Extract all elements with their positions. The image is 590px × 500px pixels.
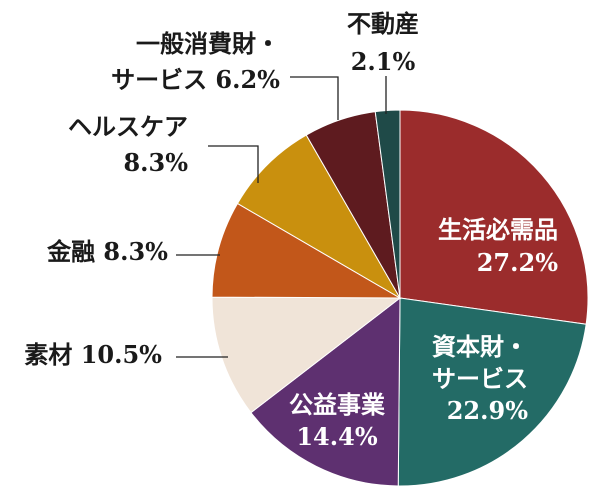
slice-label-line: 資本財・	[432, 332, 528, 361]
leader-line-6	[208, 145, 259, 183]
slice-label-line: 8.3%	[123, 148, 188, 177]
slice-label-3: 公益事業 14.4%	[289, 390, 385, 451]
slice-label-line: サービス	[432, 364, 528, 393]
slice-label-4: 素材 10.5%	[24, 340, 162, 369]
slice-label-line: ヘルスケア	[68, 112, 188, 141]
slice-label-line: 生活必需品	[438, 215, 558, 244]
slice-label-5: 金融 8.3%	[46, 237, 168, 266]
slice-labels: 生活必需品 27.2% 資本財・サービス 22.9% 公益事業 14.4% 素材 10.5%…	[24, 9, 558, 451]
pie-slice-4	[211, 296, 402, 414]
pie-slice-3	[250, 296, 401, 487]
slice-label-line: サービス 6.2%	[111, 65, 280, 94]
slice-label-line: 公益事業	[289, 390, 385, 419]
pie-slice-1	[399, 109, 589, 325]
pie-slice-2	[397, 297, 587, 487]
slice-label-2: 資本財・サービス 22.9%	[432, 332, 528, 425]
leader-line-7	[290, 76, 339, 120]
slice-label-line: 金融 8.3%	[46, 237, 168, 266]
pie-slice-6	[236, 134, 402, 300]
slice-label-line: 22.9%	[447, 396, 528, 425]
slice-label-line: 14.4%	[296, 422, 377, 451]
slice-label-1: 生活必需品 27.2%	[438, 215, 558, 277]
slice-label-line: 一般消費財・	[136, 29, 280, 58]
slice-label-line: 2.1%	[351, 47, 416, 76]
slice-label-line: 不動産	[347, 9, 419, 38]
slice-label-7: 一般消費財・サービス 6.2%	[111, 29, 280, 94]
leader-lines	[176, 76, 387, 358]
slice-label-6: ヘルスケア 8.3%	[68, 112, 188, 177]
slice-label-line: 27.2%	[477, 248, 558, 277]
pie-slice-8	[374, 109, 401, 299]
slice-label-line: 素材 10.5%	[24, 340, 162, 369]
pie-slices	[211, 109, 589, 487]
slice-label-8: 不動産 2.1%	[347, 9, 419, 76]
pie-slice-5	[211, 202, 402, 299]
